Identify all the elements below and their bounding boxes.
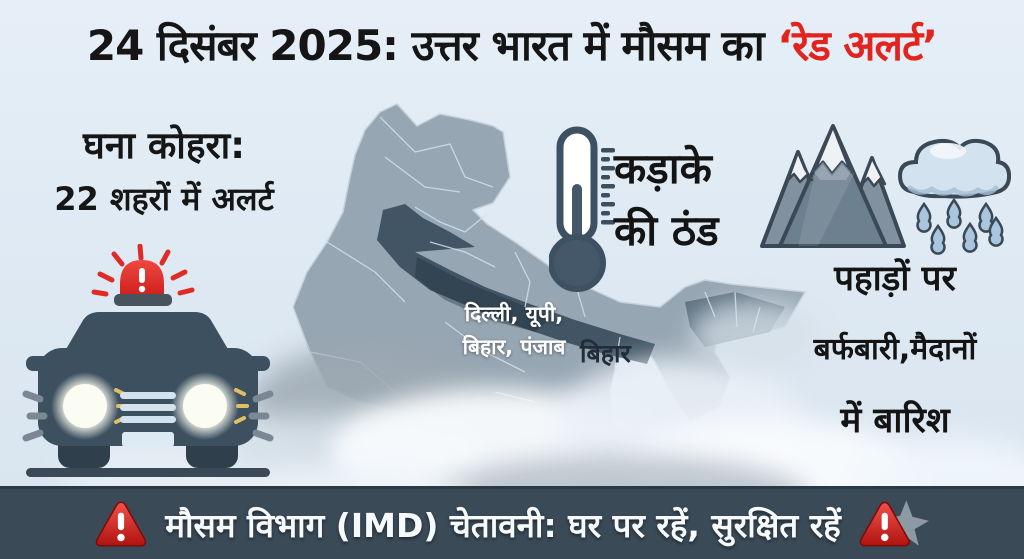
banner-text: मौसम विभाग (IMD) चेतावनी: घर पर रहें, सु… [165,505,841,545]
cold-alert-text: कड़ाके की ठंड [614,138,719,262]
siren-exclamation [139,268,145,283]
siren-base [114,294,172,306]
raindrops [916,197,1004,255]
cloud-body [897,138,1012,199]
warning-triangle-sparkle-icon [859,500,929,547]
headlight-left [63,384,107,428]
map-label-states-line2: बिहार, पंजाब [462,335,566,359]
cold-alert-line1: कड़ाके [614,144,712,193]
ground-line [26,468,270,477]
fog-alert-line2: 22 शहरों में अलर्ट [54,180,274,218]
map-delhi-core [415,257,551,332]
car-grille [120,392,176,423]
fog-alert-text: घना कोहरा: 22 शहरों में अलर्ट [8,118,320,220]
siren-rays [91,244,195,297]
map-label-states: दिल्ली, यूपी, बिहार, पंजाब [448,298,580,364]
mountains-icon [760,124,906,248]
cloud-scallop-shade [907,185,999,197]
forecast-line3: में बारिश [840,401,950,441]
siren-exclamation-dot [138,285,146,293]
forecast-text: पहाड़ों पर बर्फबारी,मैदानों में बारिश [766,254,1024,443]
map-label-states-line1: दिल्ली, यूपी, [464,302,564,326]
snow-cap-right [860,156,887,188]
siren-car-icon [22,244,274,477]
map-dark-belt [377,204,655,364]
map-label-bihar: बिहार [580,339,631,368]
headline-prefix: 24 दिसंबर 2025: उत्तर भारत में मौसम का [86,21,778,70]
alert-banner: मौसम विभाग (IMD) चेतावनी: घर पर रहें, सु… [0,486,1024,559]
forecast-line1: पहाड़ों पर [834,259,956,299]
fog-alert-line1: घना कोहरा: [82,124,246,167]
snow-shade-center [814,162,851,180]
license-plate [122,432,174,447]
thermometer-ticks [601,148,615,225]
rain-cloud-icon [897,138,1012,255]
headline: 24 दिसंबर 2025: उत्तर भारत में मौसम का ‘… [0,16,1024,73]
thermometer-bulb [549,234,606,292]
cloud-highlight [930,143,966,159]
snow-cap-left [786,150,814,184]
headline-red-alert: ‘रेड अलर्ट’ [777,21,938,70]
cold-alert-line2: की ठंड [614,206,719,255]
fog-dashes [22,390,274,442]
car-roof [62,312,232,356]
thermometer-icon [549,126,615,292]
thermometer-stem [572,184,582,250]
warning-triangle-icon [95,501,147,547]
fog-cloud [690,300,820,370]
headlight-right [183,384,227,428]
mountain-center [778,124,888,248]
forecast-line2: बर्फबारी,मैदानों [813,332,977,367]
